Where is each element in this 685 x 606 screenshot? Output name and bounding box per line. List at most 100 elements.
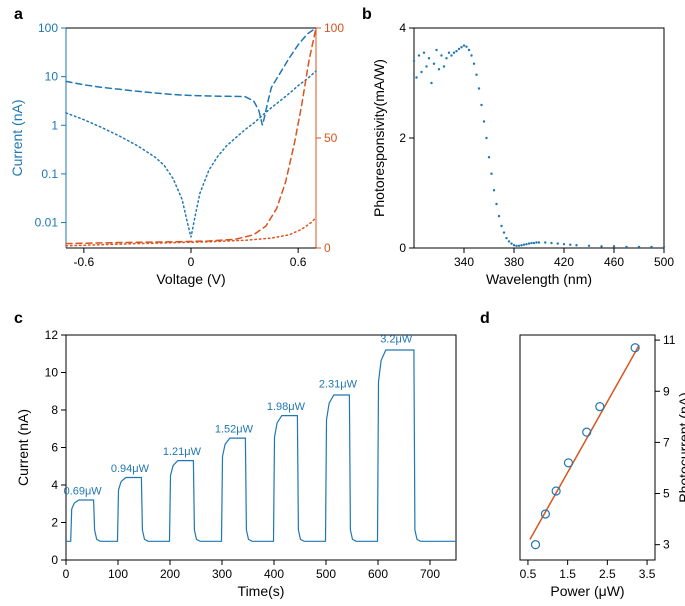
panel-b-point [463,44,465,46]
svg-text:Power (μW): Power (μW) [550,583,624,599]
panel-d-point [564,459,572,467]
panel-b-point [533,242,535,244]
panel-d-point [596,403,604,411]
svg-text:Time(s): Time(s) [238,583,285,599]
svg-text:3.2μW: 3.2μW [380,334,413,346]
svg-text:-0.6: -0.6 [74,255,95,269]
panel-a-left-dashed [66,28,316,125]
panel-b-point [508,240,510,242]
svg-text:1.98μW: 1.98μW [267,401,306,413]
panel-b-point [413,60,415,62]
panel-b-point [650,246,652,248]
svg-text:0.94μW: 0.94μW [111,463,150,475]
svg-text:0.6: 0.6 [290,255,307,269]
panel-b-point [550,242,552,244]
panel-b-point [600,245,602,247]
svg-text:500: 500 [316,567,336,581]
svg-text:400: 400 [264,567,284,581]
svg-text:10: 10 [45,70,59,84]
svg-text:0: 0 [188,255,195,269]
svg-text:Photocurrent (nA): Photocurrent (nA) [676,392,685,503]
panel-b-point [425,65,427,67]
svg-text:Current (nA): Current (nA) [15,409,31,486]
svg-text:600: 600 [368,567,388,581]
svg-text:420: 420 [554,255,574,269]
panel-b-point [465,46,467,48]
panel-b-point [588,245,590,247]
panel-b-point [415,76,417,78]
svg-text:0: 0 [51,553,58,567]
svg-text:0.5: 0.5 [520,567,537,581]
panel-b-point [515,245,517,247]
panel-b-point [575,244,577,246]
panel-b-point [513,244,515,246]
svg-text:0.69μW: 0.69μW [64,485,103,497]
svg-text:2.31μW: 2.31μW [319,379,358,391]
panel-b-point [435,49,437,51]
panel-b-point [423,52,425,54]
svg-text:11: 11 [663,333,676,347]
panel-b-point [528,242,530,244]
panel-b-point [563,243,565,245]
panel-d-label: d [480,310,490,328]
panel-b-point [453,52,455,54]
panel-b-point [468,49,470,51]
svg-text:9: 9 [663,384,670,398]
svg-text:300: 300 [212,567,232,581]
panel-b-point [493,189,495,191]
panel-a-label: a [14,6,23,24]
figure-svg: -0.600.6Voltage (V)0.010.1110100Current … [0,0,685,601]
panel-b-point [448,52,450,54]
panel-b-point [418,54,420,56]
panel-b-point [460,46,462,48]
svg-text:2.5: 2.5 [599,567,616,581]
svg-text:1.5: 1.5 [559,567,576,581]
panel-b-point [500,225,502,227]
svg-text:0.01: 0.01 [35,216,59,230]
panel-b-point [478,87,480,89]
panel-b-point [483,120,485,122]
panel-b-point [495,203,497,205]
panel-b-point [475,74,477,76]
svg-text:Voltage (V): Voltage (V) [156,271,225,287]
panel-b-point [485,137,487,139]
panel-b-point [438,68,440,70]
svg-text:4: 4 [399,21,406,35]
panel-b-point [470,54,472,56]
svg-text:380: 380 [504,255,524,269]
svg-text:500: 500 [654,255,674,269]
panel-b-point [458,48,460,50]
svg-text:2: 2 [399,131,406,145]
svg-text:3.5: 3.5 [639,567,656,581]
panel-a-right-dashed [66,28,316,244]
svg-text:0.1: 0.1 [41,167,58,181]
panel-b-point [450,54,452,56]
panel-b-point [505,237,507,239]
svg-text:7: 7 [663,435,670,449]
svg-text:1.52μW: 1.52μW [215,424,254,436]
svg-text:0: 0 [324,241,331,255]
svg-text:1.21μW: 1.21μW [163,446,202,458]
panel-b-point [544,241,546,243]
panel-b-point [535,241,537,243]
svg-text:700: 700 [420,567,440,581]
panel-b-point [530,242,532,244]
panel-b-point [625,246,627,248]
panel-b-point [538,241,540,243]
svg-text:100: 100 [108,567,128,581]
panel-b-point [488,156,490,158]
svg-text:4: 4 [51,478,58,492]
panel-b-point [523,244,525,246]
panel-b-point [420,71,422,73]
panel-b-point [557,242,559,244]
panel-b-point [518,245,520,247]
panel-b-point [473,63,475,65]
panel-b-label: b [362,6,372,24]
svg-text:50: 50 [324,131,338,145]
panel-b-point [433,63,435,65]
panel-b-point [445,57,447,59]
svg-text:5: 5 [663,487,670,501]
svg-text:0: 0 [399,241,406,255]
svg-text:100: 100 [324,21,344,35]
svg-text:200: 200 [160,567,180,581]
